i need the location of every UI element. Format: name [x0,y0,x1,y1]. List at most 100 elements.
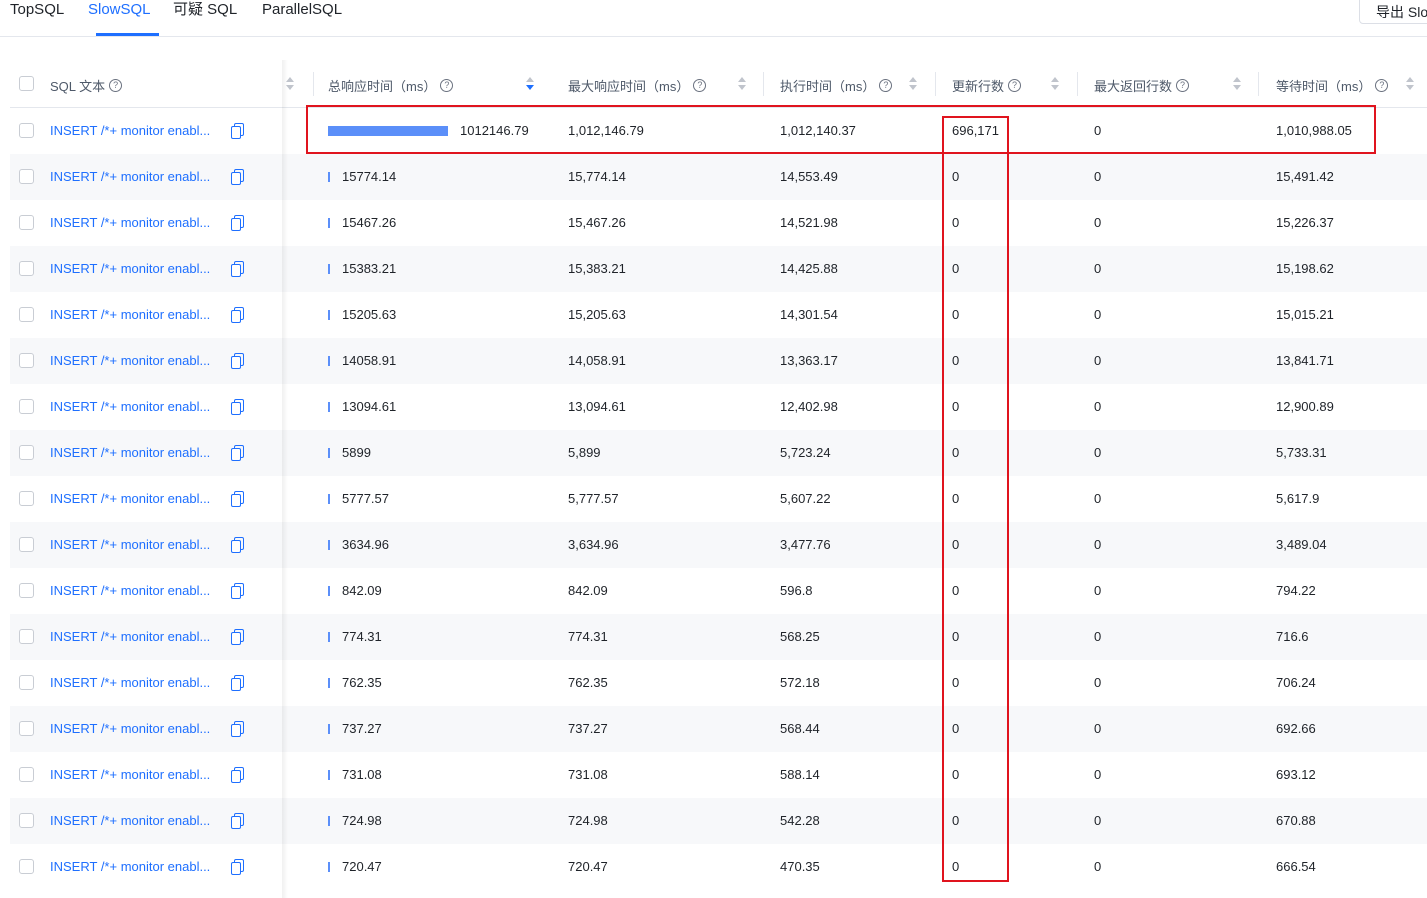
wait-time-value: 15,226.37 [1276,215,1334,230]
copy-icon[interactable] [231,445,244,461]
copy-icon[interactable] [231,491,244,507]
copy-icon[interactable] [231,629,244,645]
col-updated-rows[interactable]: 更新行数? [952,76,1022,95]
max-returned-rows-value: 0 [1094,813,1102,828]
help-icon[interactable]: ? [440,79,454,92]
total-response-value: 13094.61 [342,399,397,414]
max-response-value: 14,058.91 [568,353,626,368]
sql-text-link[interactable]: INSERT /*+ monitor enabl... [50,537,211,552]
col-label: 等待时间（ms） [1276,79,1372,94]
sql-text-link[interactable]: INSERT /*+ monitor enabl... [50,629,211,644]
fixed-column-shadow [282,60,288,898]
sql-text-link[interactable]: INSERT /*+ monitor enabl... [50,767,211,782]
sql-text-link[interactable]: INSERT /*+ monitor enabl... [50,307,211,322]
sql-text-link[interactable]: INSERT /*+ monitor enabl... [50,583,211,598]
row-checkbox[interactable] [19,123,34,138]
row-checkbox[interactable] [19,445,34,460]
col-exec-time[interactable]: 执行时间（ms）? [780,76,893,95]
sql-text-link[interactable]: INSERT /*+ monitor enabl... [50,813,211,828]
row-checkbox[interactable] [19,721,34,736]
col-label: 执行时间（ms） [780,79,876,94]
help-icon[interactable]: ? [1375,79,1389,92]
col-sql-text[interactable]: SQL 文本? [50,76,123,95]
total-response-bar [328,724,330,734]
max-returned-rows-value: 0 [1094,307,1102,322]
table-row: INSERT /*+ monitor enabl... 720.47 720.4… [10,844,1427,890]
copy-icon[interactable] [231,215,244,231]
help-icon[interactable]: ? [1176,79,1190,92]
copy-icon[interactable] [231,123,244,139]
updated-rows-value: 0 [952,629,960,644]
row-checkbox[interactable] [19,767,34,782]
row-checkbox[interactable] [19,491,34,506]
tab-suspicious-sql[interactable]: 可疑 SQL [173,1,238,18]
col-max-returned-rows[interactable]: 最大返回行数? [1094,76,1190,95]
sort-icon[interactable] [909,77,917,91]
sql-text-link[interactable]: INSERT /*+ monitor enabl... [50,353,211,368]
sql-text-link[interactable]: INSERT /*+ monitor enabl... [50,169,211,184]
copy-icon[interactable] [231,307,244,323]
copy-icon[interactable] [231,353,244,369]
tab-topsql[interactable]: TopSQL [10,1,65,18]
copy-icon[interactable] [231,537,244,553]
sql-text-link[interactable]: INSERT /*+ monitor enabl... [50,399,211,414]
row-checkbox[interactable] [19,675,34,690]
help-icon[interactable]: ? [693,79,707,92]
help-icon[interactable]: ? [109,79,123,92]
copy-icon[interactable] [231,859,244,875]
copy-icon[interactable] [231,813,244,829]
sql-text-link[interactable]: INSERT /*+ monitor enabl... [50,261,211,276]
wait-time-value: 716.6 [1276,629,1309,644]
row-checkbox[interactable] [19,353,34,368]
sort-icon[interactable] [1406,77,1414,91]
row-checkbox[interactable] [19,261,34,276]
sql-text-link[interactable]: INSERT /*+ monitor enabl... [50,215,211,230]
total-response-value: 720.47 [342,859,382,874]
col-total-response[interactable]: 总响应时间（ms）? [328,76,454,95]
row-checkbox[interactable] [19,583,34,598]
export-button[interactable]: 导出 Slo [1359,0,1427,24]
row-checkbox[interactable] [19,813,34,828]
help-icon[interactable]: ? [879,79,893,92]
row-checkbox[interactable] [19,399,34,414]
sql-text-link[interactable]: INSERT /*+ monitor enabl... [50,445,211,460]
sort-icon[interactable] [1233,77,1241,91]
sql-text-link[interactable]: INSERT /*+ monitor enabl... [50,859,211,874]
exec-time-value: 5,723.24 [780,445,831,460]
row-checkbox[interactable] [19,537,34,552]
exec-time-value: 3,477.76 [780,537,831,552]
sort-icon[interactable] [1051,77,1059,91]
max-response-value: 15,467.26 [568,215,626,230]
sql-text-link[interactable]: INSERT /*+ monitor enabl... [50,675,211,690]
copy-icon[interactable] [231,583,244,599]
copy-icon[interactable] [231,169,244,185]
max-returned-rows-value: 0 [1094,537,1102,552]
row-checkbox[interactable] [19,169,34,184]
copy-icon[interactable] [231,721,244,737]
max-response-value: 737.27 [568,721,608,736]
copy-icon[interactable] [231,399,244,415]
row-checkbox[interactable] [19,859,34,874]
row-checkbox[interactable] [19,215,34,230]
total-response-bar [328,678,330,688]
select-all-checkbox[interactable] [19,76,34,91]
wait-time-value: 12,900.89 [1276,399,1334,414]
col-max-response[interactable]: 最大响应时间（ms）? [568,76,707,95]
tab-parallelsql[interactable]: ParallelSQL [262,1,343,18]
max-returned-rows-value: 0 [1094,767,1102,782]
sort-desc-icon[interactable] [526,77,534,91]
tab-bar: TopSQL SlowSQL 可疑 SQL ParallelSQL [0,0,1427,37]
row-checkbox[interactable] [19,307,34,322]
sql-text-link[interactable]: INSERT /*+ monitor enabl... [50,721,211,736]
help-icon[interactable]: ? [1008,79,1022,92]
sql-text-link[interactable]: INSERT /*+ monitor enabl... [50,491,211,506]
tab-slowsql[interactable]: SlowSQL [88,1,159,36]
sort-icon[interactable] [738,77,746,91]
copy-icon[interactable] [231,261,244,277]
row-checkbox[interactable] [19,629,34,644]
col-wait-time[interactable]: 等待时间（ms）? [1276,76,1389,95]
copy-icon[interactable] [231,767,244,783]
sort-icon[interactable] [286,77,294,91]
sql-text-link[interactable]: INSERT /*+ monitor enabl... [50,123,211,138]
copy-icon[interactable] [231,675,244,691]
